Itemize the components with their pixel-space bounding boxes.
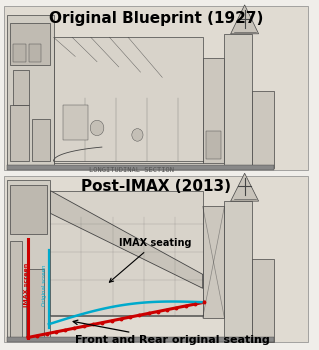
Text: LONGITUDINAL SECTION: LONGITUDINAL SECTION (89, 167, 174, 173)
Bar (29, 44, 41, 62)
Circle shape (132, 129, 143, 141)
Bar (13, 44, 26, 62)
Bar (63, 105, 88, 140)
Bar (32, 119, 50, 161)
Bar (50, 191, 203, 316)
Polygon shape (231, 173, 259, 201)
Bar (10, 186, 47, 234)
Polygon shape (50, 191, 203, 288)
Text: IMAX seating: IMAX seating (109, 238, 191, 282)
Bar (10, 105, 29, 161)
Bar (225, 34, 252, 166)
Text: Original Blueprint (1927): Original Blueprint (1927) (49, 11, 263, 26)
Bar (4, 6, 308, 170)
Bar (4, 176, 308, 342)
Text: Front and Rear original seating: Front and Rear original seating (73, 320, 270, 345)
Bar (252, 259, 274, 342)
Text: Post-IMAX (2013): Post-IMAX (2013) (81, 178, 231, 194)
Bar (7, 15, 54, 168)
Bar (225, 201, 252, 341)
Bar (10, 241, 22, 339)
Bar (7, 180, 50, 341)
Bar (7, 337, 274, 342)
Bar (13, 70, 29, 105)
Bar (252, 91, 274, 168)
Text: IMAX screen: IMAX screen (24, 263, 29, 307)
Text: Original screen: Original screen (42, 264, 47, 306)
Bar (203, 58, 225, 163)
Bar (203, 206, 225, 318)
Bar (54, 37, 203, 163)
Bar (26, 269, 44, 339)
Bar (206, 131, 221, 159)
Circle shape (90, 120, 104, 135)
Bar (7, 165, 274, 170)
Polygon shape (231, 5, 259, 34)
Bar (10, 23, 50, 65)
